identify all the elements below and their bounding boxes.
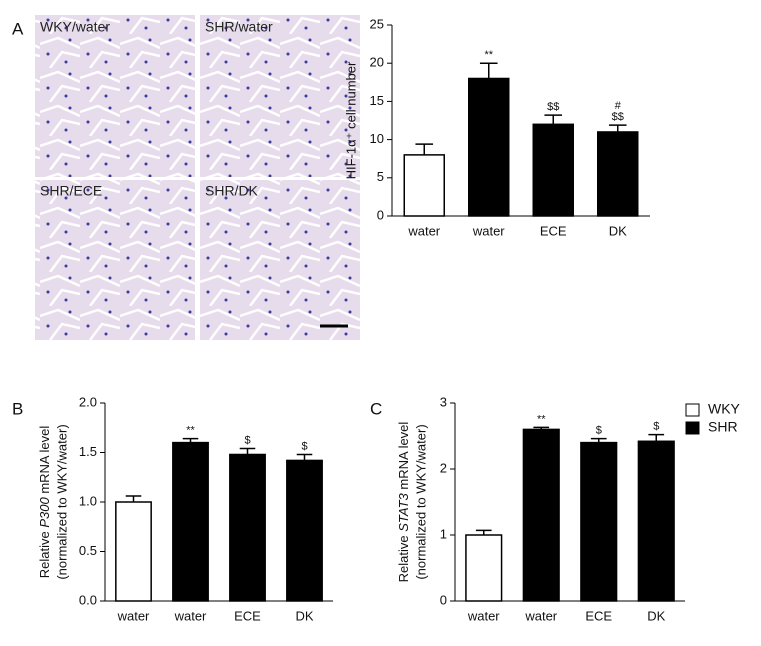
bar: [286, 459, 323, 602]
error-bar: [182, 437, 199, 443]
legend-swatch: [685, 403, 700, 417]
y-tick-label: 1.5: [79, 444, 97, 459]
y-axis-label-part: Relative: [396, 532, 411, 583]
y-axis-label-part: Relative: [37, 528, 52, 579]
x-tick-label: water: [407, 223, 440, 238]
bar: [465, 534, 503, 602]
y-tick-label: 0: [440, 592, 447, 607]
micrographs: WKY/water SHR/water SHR/ECE SHR/DK: [35, 15, 360, 340]
y-tick-label: 10: [370, 131, 384, 146]
x-tick-label: water: [467, 608, 500, 623]
micrograph: [35, 15, 195, 177]
y-tick-label: 20: [370, 55, 384, 70]
micrograph-label: SHR/DK: [205, 183, 259, 199]
bar: [403, 154, 445, 217]
y-axis-label-part: P300: [37, 497, 52, 528]
annotation: $: [596, 425, 602, 437]
y-axis-label-part: mRNA level: [396, 422, 411, 494]
error-bar: [533, 426, 550, 430]
y-tick-label: 25: [370, 16, 384, 31]
y-axis-label: HIF-1α⁺ cell number: [343, 61, 358, 179]
x-tick-label: ECE: [585, 608, 612, 623]
annotation: $: [244, 434, 250, 446]
micrograph-label: WKY/water: [40, 19, 110, 35]
y-tick-label: 5: [377, 169, 384, 184]
error-bar: [296, 453, 313, 461]
annotation: $$: [612, 111, 624, 123]
error-bar: [590, 437, 607, 443]
annotation: $$: [547, 101, 559, 113]
bar: [580, 441, 618, 602]
bar: [597, 131, 639, 217]
error-bar: [544, 114, 563, 125]
x-tick-label: DK: [647, 608, 665, 623]
error-bar: [648, 433, 665, 442]
annotation: **: [484, 49, 493, 61]
bar: [637, 440, 675, 602]
y-axis-label: Relative P300 mRNA level: [37, 426, 52, 579]
y-axis-label-part: STAT3: [396, 492, 411, 531]
micrograph: [35, 180, 195, 340]
y-tick-label: 0.0: [79, 592, 97, 607]
x-tick-label: ECE: [540, 223, 567, 238]
y-tick-label: 2: [440, 460, 447, 475]
bar: [115, 501, 152, 602]
panel-label: B: [12, 399, 23, 418]
y-axis-label: Relative STAT3 mRNA level: [396, 422, 411, 583]
y-tick-label: 3: [440, 394, 447, 409]
y-tick-label: 2.0: [79, 394, 97, 409]
annotation: $: [301, 440, 307, 452]
x-tick-label: DK: [295, 608, 313, 623]
error-bar: [125, 495, 142, 502]
x-tick-label: water: [174, 608, 207, 623]
annotation: #: [615, 100, 622, 112]
y-tick-label: 15: [370, 93, 384, 108]
micrograph: [200, 180, 360, 340]
error-bar: [608, 124, 627, 132]
error-bar: [415, 143, 434, 155]
error-bar: [239, 447, 256, 455]
micrograph: [200, 15, 360, 177]
x-tick-label: water: [524, 608, 557, 623]
legend-label: SHR: [708, 419, 738, 435]
error-bar: [475, 529, 492, 535]
y-axis-label: (normalized to WKY/water): [54, 424, 69, 579]
y-tick-label: 1: [440, 526, 447, 541]
x-tick-label: ECE: [234, 608, 261, 623]
legend-label: WKY: [708, 401, 741, 417]
y-tick-label: 1.0: [79, 493, 97, 508]
x-tick-label: water: [117, 608, 150, 623]
y-axis-label: (normalized to WKY/water): [413, 424, 428, 579]
annotation: **: [537, 413, 546, 425]
bar: [172, 441, 209, 602]
y-axis-label-part: mRNA level: [37, 426, 52, 498]
bar: [532, 123, 574, 217]
legend-swatch: [685, 421, 700, 435]
x-tick-label: DK: [609, 223, 627, 238]
y-tick-label: 0.5: [79, 543, 97, 558]
panel-label: A: [12, 19, 24, 38]
x-tick-label: water: [472, 223, 505, 238]
panel-label: C: [370, 399, 382, 418]
error-bar: [479, 62, 498, 79]
micrograph-label: SHR/ECE: [40, 183, 102, 199]
bar: [229, 453, 266, 602]
bar: [522, 428, 560, 602]
y-tick-label: 0: [377, 207, 384, 222]
micrograph-label: SHR/water: [205, 19, 273, 35]
bar: [468, 77, 510, 217]
annotation: $: [653, 421, 659, 433]
annotation: **: [186, 425, 195, 437]
